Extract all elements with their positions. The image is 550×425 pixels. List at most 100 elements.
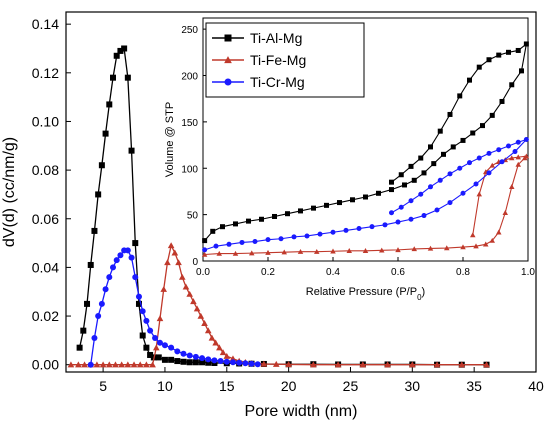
inset-data-point xyxy=(330,248,336,254)
data-point xyxy=(223,352,231,359)
data-point xyxy=(105,361,113,368)
data-point xyxy=(190,298,197,305)
inset-data-point xyxy=(346,248,352,253)
inset-data-point xyxy=(398,172,404,178)
x-tick-label: 5 xyxy=(99,378,107,394)
data-point xyxy=(458,361,466,368)
inset-data-point xyxy=(376,190,381,196)
inset-data-point xyxy=(499,159,505,165)
inset-data-point xyxy=(470,130,476,136)
inset-data-point xyxy=(298,208,303,214)
data-point xyxy=(180,350,187,357)
inset-y-tick-label: 250 xyxy=(181,25,198,36)
inset-data-point xyxy=(499,98,505,104)
data-point xyxy=(310,361,317,368)
data-point xyxy=(164,259,171,266)
data-point xyxy=(110,264,116,271)
data-point xyxy=(186,352,193,359)
x-tick-label: 40 xyxy=(528,378,544,394)
y-tick-label: 0.04 xyxy=(32,259,59,275)
inset-data-point xyxy=(389,210,394,216)
inset-data-point xyxy=(297,248,304,254)
data-point xyxy=(161,342,168,349)
inset-series-line xyxy=(204,155,528,256)
inset-y-tick-label: 0 xyxy=(192,257,198,268)
inset-data-point xyxy=(447,171,453,177)
data-point xyxy=(118,361,125,368)
data-point xyxy=(147,351,154,358)
inset-data-point xyxy=(220,224,225,230)
inset-data-point xyxy=(265,249,271,255)
inset-data-point xyxy=(239,239,245,245)
data-point xyxy=(124,361,132,368)
x-tick-label: 10 xyxy=(157,378,173,394)
data-point xyxy=(197,312,205,319)
inset-data-point xyxy=(437,128,443,134)
data-point xyxy=(124,247,131,254)
data-point xyxy=(260,360,268,367)
data-point xyxy=(130,361,138,368)
inset-data-point xyxy=(437,177,443,183)
data-point xyxy=(272,360,280,367)
data-point xyxy=(139,308,146,315)
inset-y-tick-label: 200 xyxy=(181,72,198,83)
legend-marker xyxy=(224,56,232,64)
inset-x-tick-label: 0.4 xyxy=(326,267,340,278)
inset-data-point xyxy=(509,184,515,190)
inset-data-point xyxy=(369,224,375,230)
inset-data-point xyxy=(476,155,482,161)
inset-data-point xyxy=(213,243,219,249)
inset-data-point xyxy=(509,82,515,88)
inset-data-point xyxy=(489,237,495,243)
inset-data-point xyxy=(216,250,222,256)
data-point xyxy=(285,361,292,368)
inset-data-point xyxy=(201,251,208,257)
data-point xyxy=(156,315,164,322)
inset-data-point xyxy=(210,228,216,234)
data-point xyxy=(106,101,113,108)
data-point xyxy=(84,300,91,307)
inset-series-ti-al-mg xyxy=(202,41,529,244)
inset-data-point xyxy=(343,227,349,233)
inset-data-point xyxy=(515,139,521,145)
data-point xyxy=(132,240,139,247)
inset-data-point xyxy=(486,150,492,156)
inset-x-tick-label: 1.0 xyxy=(521,267,535,278)
data-point xyxy=(217,358,224,365)
y-tick-label: 0.12 xyxy=(32,65,59,81)
data-point xyxy=(168,356,175,363)
data-point xyxy=(128,254,135,261)
data-point xyxy=(199,355,206,362)
inset-data-point xyxy=(431,161,437,167)
data-point xyxy=(152,344,160,351)
inset-y-axis-label: Volume @ STP xyxy=(164,102,176,177)
inset-data-point xyxy=(447,111,453,117)
inset-y-tick-label: 50 xyxy=(187,211,199,222)
x-tick-label: 15 xyxy=(219,378,235,394)
data-point xyxy=(178,273,186,280)
inset-data-point xyxy=(362,248,369,253)
data-point xyxy=(87,261,94,268)
legend-entry-ti-al-mg: Ti-Al-Mg xyxy=(212,30,302,46)
legend-marker xyxy=(224,78,232,86)
inset-data-point xyxy=(421,213,427,219)
data-point xyxy=(143,317,150,324)
inset-data-point xyxy=(259,216,264,222)
data-point xyxy=(205,359,212,366)
inset-x-tick-label: 0.8 xyxy=(456,267,470,278)
inset-legend: Ti-Al-Mg Ti-Fe-Mg Ti-Cr-Mg xyxy=(205,22,365,98)
data-point xyxy=(157,339,163,346)
data-point xyxy=(135,293,142,300)
data-point xyxy=(87,361,94,368)
data-point xyxy=(91,334,98,341)
data-point xyxy=(113,52,120,59)
inset-data-point xyxy=(434,207,440,213)
inset-data-point xyxy=(389,187,394,193)
data-point xyxy=(174,348,181,355)
data-point xyxy=(175,259,182,266)
inset-data-point xyxy=(427,245,434,251)
data-point xyxy=(147,327,154,334)
y-tick-label: 0.14 xyxy=(32,16,59,32)
data-point xyxy=(212,339,219,346)
inset-data-point xyxy=(483,241,489,247)
